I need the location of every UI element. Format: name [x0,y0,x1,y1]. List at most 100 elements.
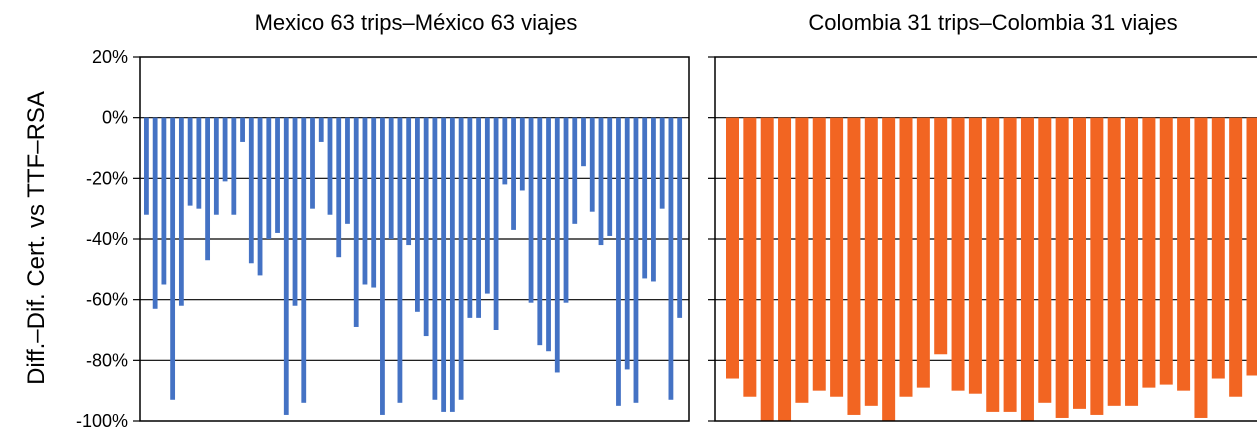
bar-colombia-2 [743,117,757,397]
bar-mexico-35 [441,117,447,412]
bar-mexico-39 [476,117,482,318]
bar-colombia-28 [1194,117,1208,418]
bar-mexico-18 [292,117,298,306]
bar-mexico-27 [371,117,377,288]
bar-mexico-22 [327,117,333,215]
y-axis-label: Diff.–Dif. Cert. vs TTF–RSA [23,91,50,385]
bar-colombia-4 [778,117,792,422]
bar-colombia-10 [882,117,896,422]
bar-mexico-32 [415,117,420,312]
bar-mexico-38 [467,117,473,318]
bar-colombia-13 [934,117,948,355]
bar-colombia-23 [1107,117,1121,406]
bar-colombia-11 [899,117,913,397]
bar-mexico-6 [187,117,193,206]
bar-mexico-4 [170,117,176,400]
bar-colombia-21 [1073,117,1086,409]
bar-mexico-57 [633,117,639,403]
bar-mexico-34 [432,117,438,400]
bar-colombia-3 [760,117,774,422]
bar-mexico-42 [502,117,508,185]
bar-colombia-27 [1177,117,1191,391]
bar-mexico-62 [677,117,683,318]
bar-colombia-31 [1246,117,1257,376]
bar-colombia-20 [1055,117,1069,418]
bar-colombia-12 [916,117,930,388]
bar-mexico-49 [563,117,569,303]
bar-mexico-2 [152,117,158,309]
bar-colombia-18 [1020,117,1034,422]
bar-mexico-25 [353,117,359,327]
y-tick-label: 20% [92,47,128,67]
bar-mexico-43 [511,117,516,230]
bar-colombia-25 [1142,117,1156,388]
bar-mexico-56 [624,117,630,370]
bar-mexico-58 [642,117,648,279]
panel-mexico: Mexico 63 trips–México 63 viajes [133,10,690,422]
bar-mexico-7 [196,117,202,209]
bar-mexico-1 [144,117,149,215]
bar-colombia-22 [1090,117,1104,415]
bar-mexico-37 [458,117,464,400]
bar-mexico-53 [598,117,604,246]
bar-mexico-3 [161,117,167,285]
bar-mexico-31 [406,117,412,246]
bar-mexico-26 [362,117,368,285]
y-tick-label: 0% [102,108,128,128]
bar-mexico-19 [301,117,307,403]
panel-title-mexico: Mexico 63 trips–México 63 viajes [255,10,578,35]
bar-mexico-29 [388,117,394,239]
bar-mexico-41 [493,117,499,331]
bar-mexico-30 [397,117,403,403]
bar-colombia-5 [795,117,809,403]
bar-colombia-15 [968,117,982,394]
bar-mexico-14 [257,117,263,276]
bar-mexico-33 [423,117,429,337]
bar-mexico-44 [519,117,525,191]
bar-mexico-45 [528,117,534,303]
bar-mexico-24 [345,117,350,224]
bar-colombia-14 [951,117,965,391]
bar-mexico-28 [380,117,385,415]
bar-colombia-1 [726,117,739,379]
bar-mexico-48 [554,117,560,373]
bar-mexico-10 [222,117,228,182]
bar-mexico-46 [537,117,543,346]
bar-mexico-40 [484,117,490,294]
bar-mexico-51 [581,117,586,167]
y-tick-label: -40% [86,229,128,249]
panel-colombia: Colombia 31 trips–Colombia 31 viajes [708,10,1257,422]
y-tick-label: -80% [86,350,128,370]
y-axis-label-group: Diff.–Dif. Cert. vs TTF–RSA [23,91,50,385]
bar-mexico-11 [231,117,237,215]
bar-mexico-55 [616,117,621,406]
y-tick-label: -60% [86,290,128,310]
bar-colombia-7 [830,117,844,397]
bar-colombia-17 [1003,117,1017,412]
bar-mexico-9 [213,117,219,215]
bar-mexico-60 [659,117,665,209]
bar-mexico-20 [310,117,315,209]
bar-mexico-5 [178,117,184,306]
bar-mexico-59 [651,117,656,282]
bar-colombia-29 [1211,117,1225,379]
bar-mexico-16 [275,117,280,233]
bar-colombia-9 [864,117,878,406]
bar-mexico-52 [589,117,595,212]
bar-mexico-23 [336,117,342,258]
bar-colombia-30 [1229,117,1243,397]
bar-mexico-15 [266,117,272,239]
bar-mexico-54 [607,117,613,236]
bar-mexico-8 [205,117,211,261]
bar-mexico-13 [248,117,254,264]
bar-colombia-16 [986,117,1000,412]
bar-colombia-19 [1038,117,1052,403]
bar-colombia-6 [812,117,826,391]
y-tick-label: -20% [86,168,128,188]
bar-mexico-50 [572,117,578,224]
bar-colombia-8 [847,117,861,415]
bar-mexico-12 [240,117,245,142]
bar-mexico-47 [546,117,551,352]
bar-colombia-24 [1125,117,1139,406]
